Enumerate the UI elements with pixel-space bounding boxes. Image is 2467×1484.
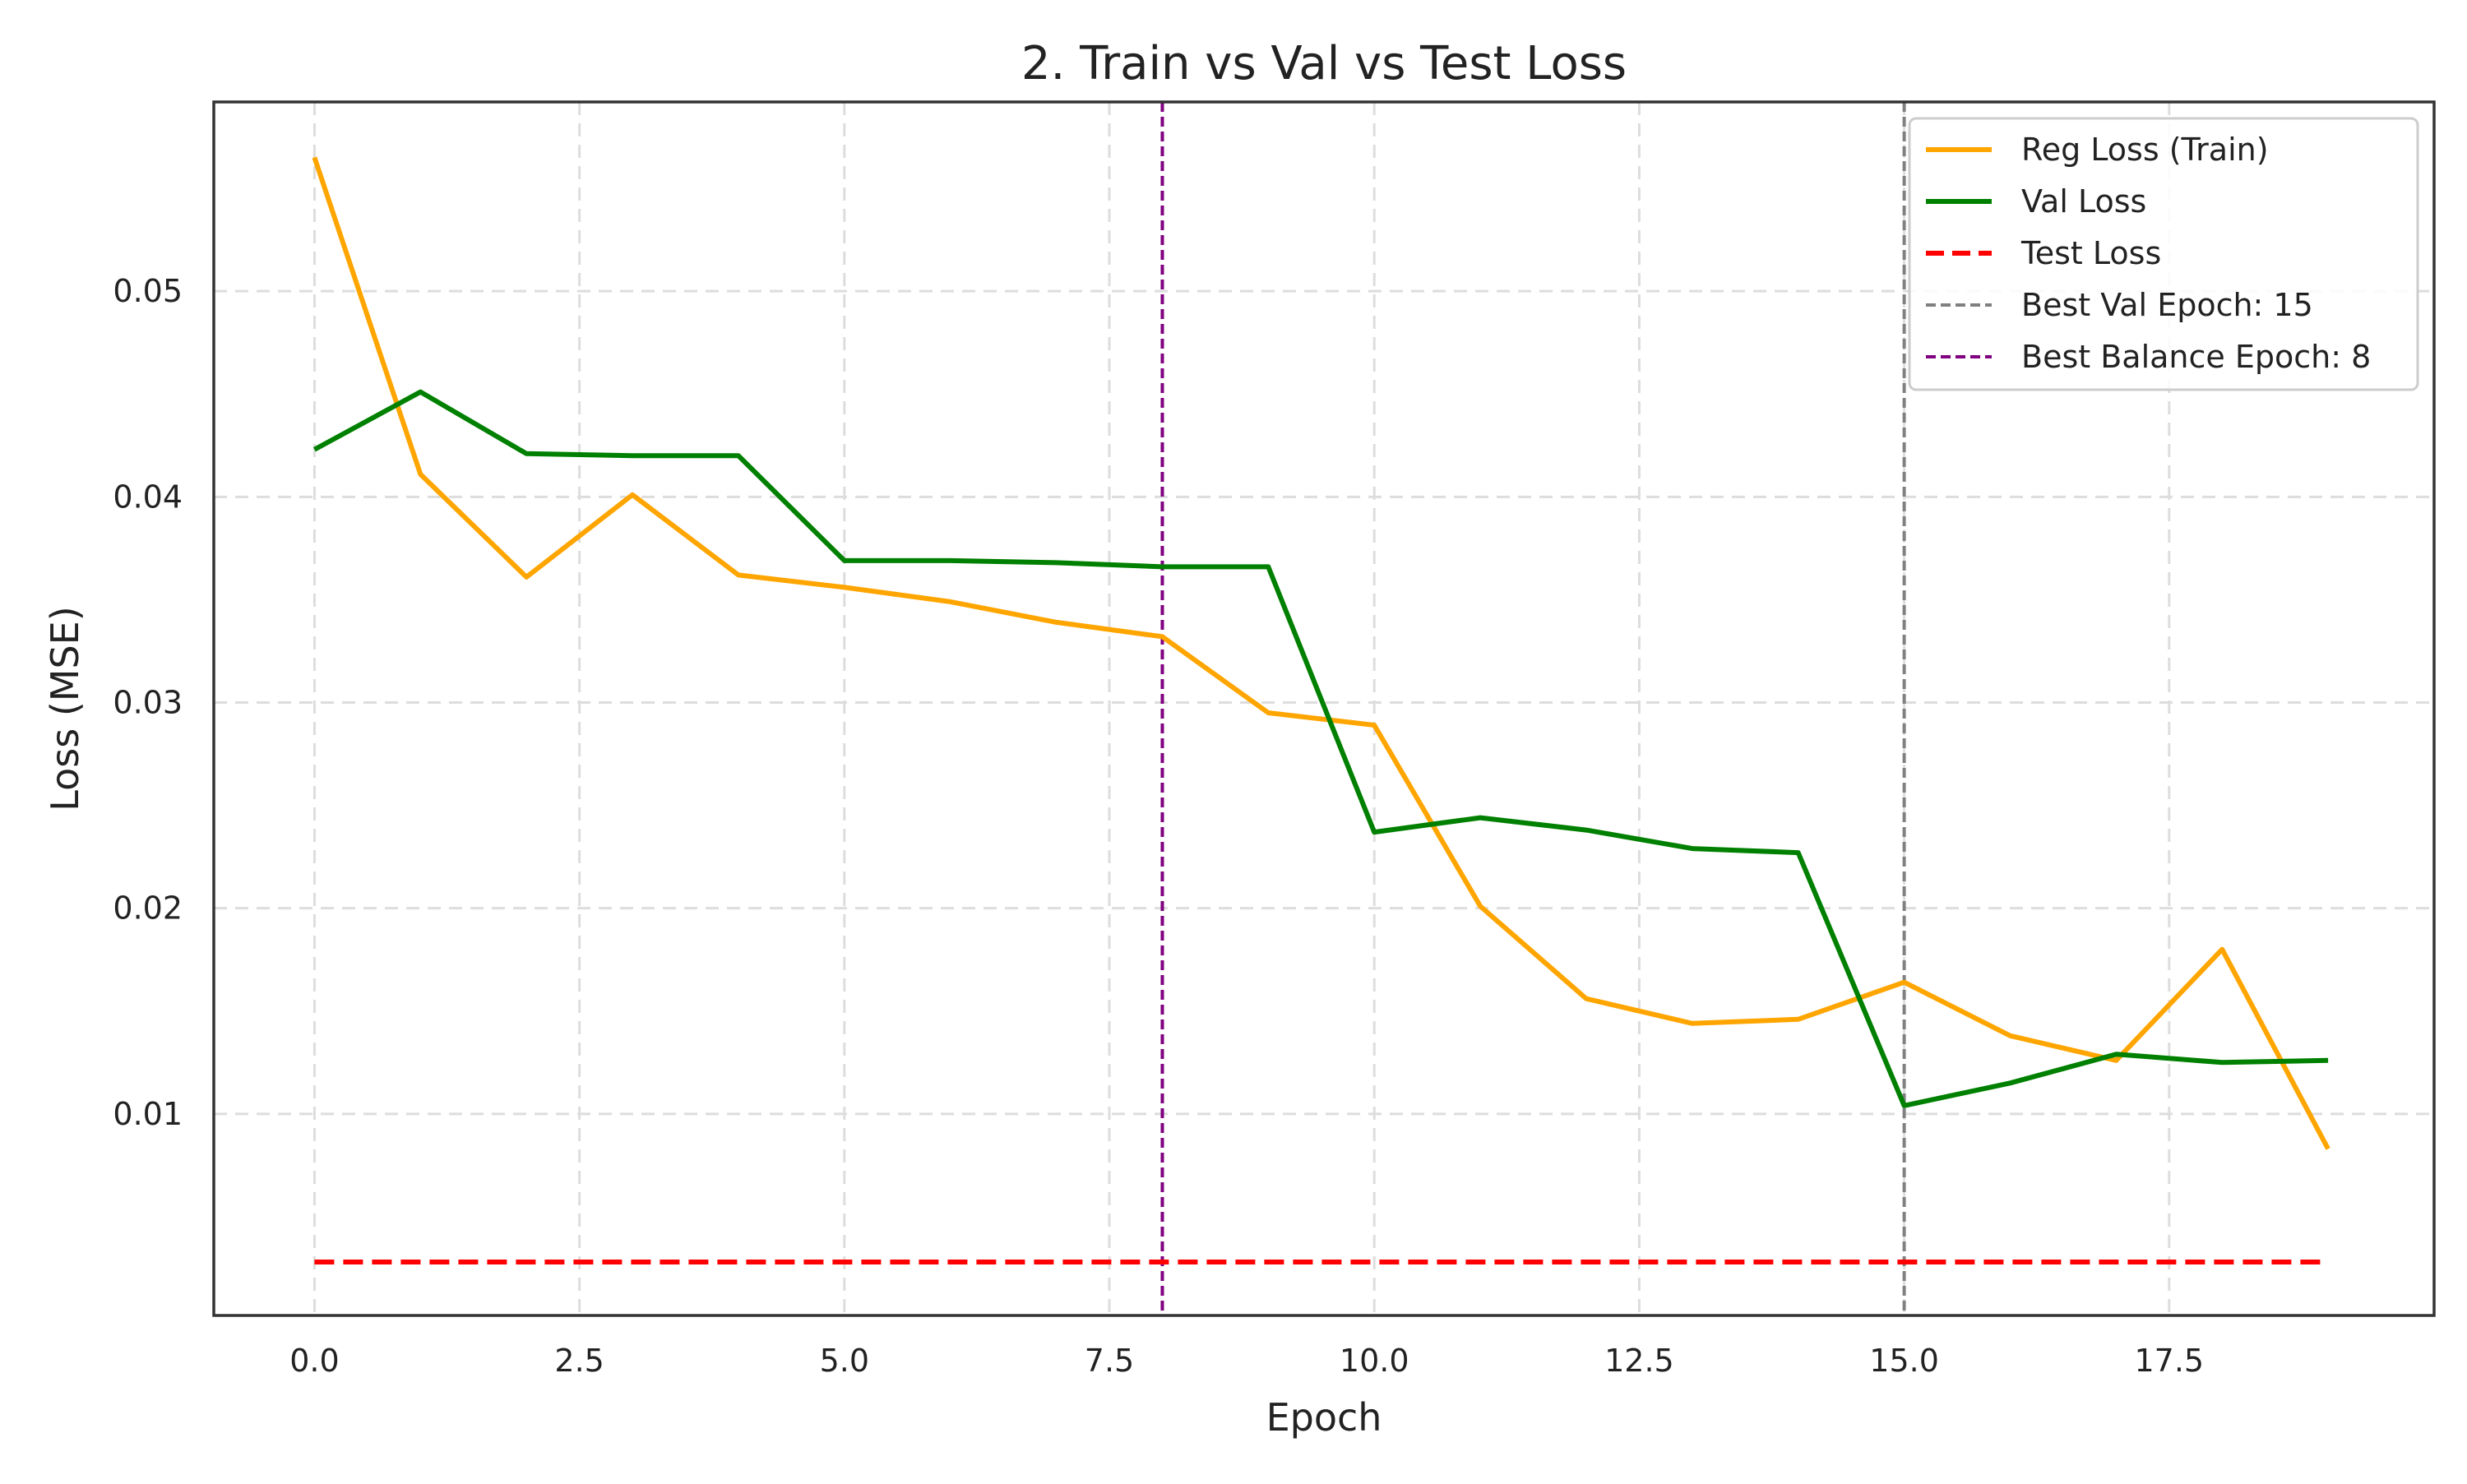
reference-lines [1160, 102, 1906, 1315]
y-axis-label: Loss (MSE) [43, 606, 87, 811]
x-tick-label: 0.0 [289, 1343, 339, 1379]
y-tick-label: 0.03 [113, 684, 183, 720]
y-tick-label: 0.02 [113, 890, 183, 927]
x-tick-label: 12.5 [1604, 1343, 1674, 1379]
legend-label: Test Loss [2020, 235, 2161, 271]
series-line [312, 156, 2330, 1150]
x-tick-label: 7.5 [1085, 1343, 1134, 1379]
series-line [312, 389, 2329, 1108]
x-axis-label: Epoch [1266, 1395, 1382, 1440]
legend-label: Reg Loss (Train) [2021, 132, 2269, 168]
legend-label: Best Val Epoch: 15 [2021, 287, 2313, 323]
series-lines [312, 156, 2330, 1264]
x-tick-label: 5.0 [820, 1343, 869, 1379]
x-tick-label: 10.0 [1340, 1343, 1409, 1379]
axis-ticks: 0.0 2.5 5.0 7.5 10.0 12.5 15.0 17.5 0.01 0.02 0.03… [113, 273, 2204, 1379]
legend: Reg Loss (Train) Val Loss Test Loss Best Va… [1908, 117, 2419, 391]
x-tick-label: 2.5 [554, 1343, 604, 1379]
y-tick-label: 0.04 [113, 478, 183, 515]
x-tick-label: 17.5 [2134, 1343, 2204, 1379]
legend-label: Best Balance Epoch: 8 [2021, 339, 2371, 375]
x-tick-label: 15.0 [1869, 1343, 1939, 1379]
y-tick-label: 0.05 [113, 273, 183, 309]
y-tick-label: 0.01 [113, 1096, 183, 1132]
legend-box [1908, 117, 2419, 391]
legend-label: Val Loss [2021, 183, 2146, 220]
plot-frame [212, 100, 2436, 1317]
chart-title: 2. Train vs Val vs Test Loss [1021, 37, 1627, 90]
